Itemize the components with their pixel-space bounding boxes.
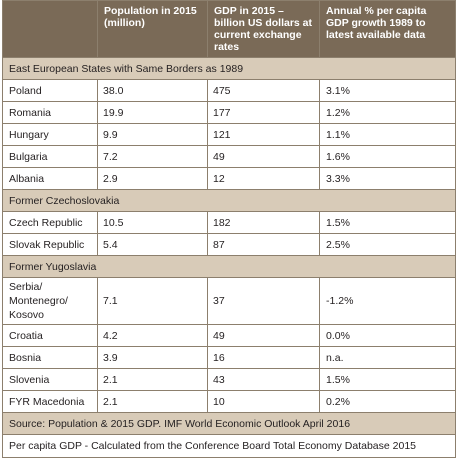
population-cell: 38.0 <box>97 79 208 102</box>
growth-cell: 1.5% <box>319 368 456 391</box>
table-row: Albania 2.9 12 3.3% <box>2 167 456 190</box>
population-cell: 2.1 <box>97 368 208 391</box>
growth-cell: 1.6% <box>319 145 456 168</box>
gdp-cell: 121 <box>207 123 320 146</box>
gdp-cell: 49 <box>207 145 320 168</box>
header-row: Population in 2015 (million) GDP in 2015… <box>2 0 456 58</box>
source-note: Source: Population & 2015 GDP. IMF World… <box>2 412 456 435</box>
country-cell: Slovenia <box>2 368 98 391</box>
note-row: Per capita GDP - Calculated from the Con… <box>2 434 456 458</box>
header-gdp: GDP in 2015 – billion US dollars at curr… <box>207 0 320 58</box>
growth-cell: 3.3% <box>319 167 456 190</box>
population-cell: 7.2 <box>97 145 208 168</box>
table-row: Romania 19.9 177 1.2% <box>2 101 456 124</box>
growth-cell: 2.5% <box>319 233 456 256</box>
country-cell: Albania <box>2 167 98 190</box>
growth-cell: 1.1% <box>319 123 456 146</box>
country-cell: Romania <box>2 101 98 124</box>
gdp-cell: 16 <box>207 346 320 369</box>
growth-cell: 3.1% <box>319 79 456 102</box>
header-country <box>2 0 98 58</box>
source-row: Source: Population & 2015 GDP. IMF World… <box>2 412 456 435</box>
country-cell: Slovak Republic <box>2 233 98 256</box>
section-title: Former Yugoslavia <box>2 255 456 278</box>
gdp-cell: 475 <box>207 79 320 102</box>
table-row: Slovenia 2.1 43 1.5% <box>2 368 456 391</box>
growth-cell: 0.0% <box>319 324 456 347</box>
growth-cell: 1.5% <box>319 211 456 234</box>
country-cell: Bulgaria <box>2 145 98 168</box>
country-cell: FYR Macedonia <box>2 390 98 413</box>
header-population: Population in 2015 (million) <box>97 0 208 58</box>
gdp-cell: 37 <box>207 277 320 325</box>
population-cell: 10.5 <box>97 211 208 234</box>
gdp-cell: 10 <box>207 390 320 413</box>
population-cell: 3.9 <box>97 346 208 369</box>
growth-cell: -1.2% <box>319 277 456 325</box>
gdp-cell: 43 <box>207 368 320 391</box>
section-title: East European States with Same Borders a… <box>2 57 456 80</box>
gdp-cell: 49 <box>207 324 320 347</box>
table-row: Slovak Republic 5.4 87 2.5% <box>2 233 456 256</box>
population-cell: 5.4 <box>97 233 208 256</box>
header-growth: Annual % per capita GDP growth 1989 to l… <box>319 0 456 58</box>
growth-cell: 0.2% <box>319 390 456 413</box>
country-cell: Croatia <box>2 324 98 347</box>
table-row: Poland 38.0 475 3.1% <box>2 79 456 102</box>
section-header: Former Czechoslovakia <box>2 189 456 212</box>
table-row: Bulgaria 7.2 49 1.6% <box>2 145 456 168</box>
table-row: Czech Republic 10.5 182 1.5% <box>2 211 456 234</box>
population-cell: 19.9 <box>97 101 208 124</box>
table-row: FYR Macedonia 2.1 10 0.2% <box>2 390 456 413</box>
table-row: Croatia 4.2 49 0.0% <box>2 324 456 347</box>
country-cell: Bosnia <box>2 346 98 369</box>
population-cell: 4.2 <box>97 324 208 347</box>
per-capita-note: Per capita GDP - Calculated from the Con… <box>2 434 456 458</box>
growth-cell: n.a. <box>319 346 456 369</box>
table-row: Serbia/ Montenegro/ Kosovo 7.1 37 -1.2% <box>2 277 456 325</box>
country-cell: Serbia/ Montenegro/ Kosovo <box>2 277 98 325</box>
country-cell: Czech Republic <box>2 211 98 234</box>
gdp-cell: 177 <box>207 101 320 124</box>
population-cell: 2.1 <box>97 390 208 413</box>
table-row: Bosnia 3.9 16 n.a. <box>2 346 456 369</box>
country-cell: Hungary <box>2 123 98 146</box>
section-title: Former Czechoslovakia <box>2 189 456 212</box>
gdp-cell: 182 <box>207 211 320 234</box>
country-cell: Poland <box>2 79 98 102</box>
population-cell: 2.9 <box>97 167 208 190</box>
section-header: East European States with Same Borders a… <box>2 57 456 80</box>
gdp-cell: 12 <box>207 167 320 190</box>
population-cell: 7.1 <box>97 277 208 325</box>
gdp-cell: 87 <box>207 233 320 256</box>
growth-cell: 1.2% <box>319 101 456 124</box>
population-cell: 9.9 <box>97 123 208 146</box>
table-row: Hungary 9.9 121 1.1% <box>2 123 456 146</box>
section-header: Former Yugoslavia <box>2 255 456 278</box>
